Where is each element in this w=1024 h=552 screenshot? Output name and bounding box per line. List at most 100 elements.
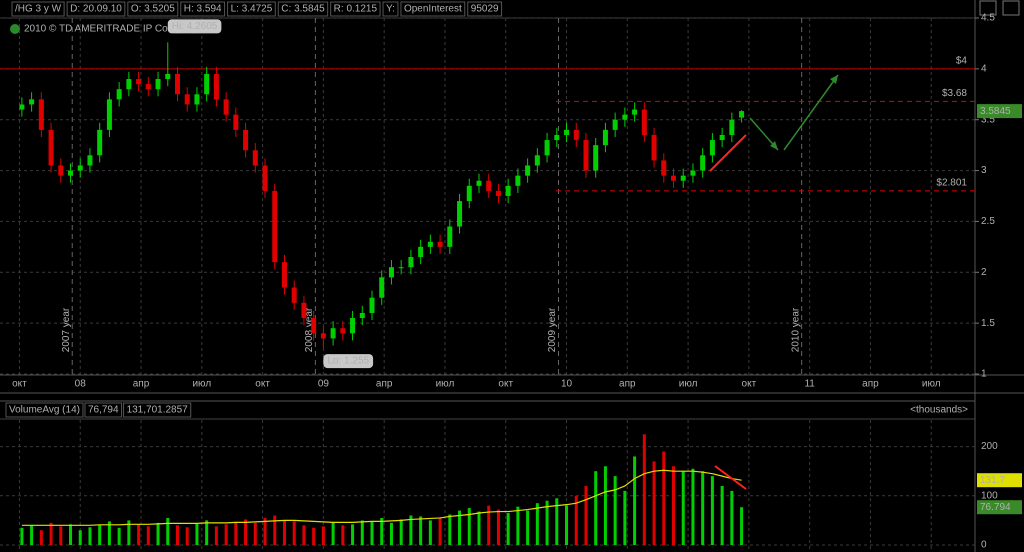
candle-body	[320, 333, 326, 339]
volume-bar	[360, 520, 364, 545]
x-tick-label: 11	[804, 379, 815, 390]
candle-body	[583, 140, 589, 171]
header-item: C: 3.5845	[281, 4, 325, 15]
y-tick-label: 1.5	[981, 318, 995, 329]
candle-body	[515, 175, 521, 186]
header-box	[180, 1, 226, 17]
volume-bar	[292, 521, 296, 545]
candle-body	[359, 312, 365, 319]
year-label: 2010 year	[790, 307, 801, 352]
copyright: 2010 © TD AMERITRADE IP Company, Inc.	[24, 24, 219, 35]
candle-body	[174, 73, 180, 95]
volume-bar	[370, 521, 374, 545]
header-item: D: 20.09.10	[70, 4, 122, 15]
volume-bar	[20, 527, 24, 545]
arrow-head	[830, 75, 838, 84]
volume-average-line	[21, 469, 742, 526]
candle-body	[573, 129, 579, 141]
volume-bar	[526, 510, 530, 545]
volume-bar	[117, 527, 121, 545]
volume-bar	[487, 505, 491, 545]
header-item: OpenInterest	[404, 4, 462, 15]
header-box	[400, 1, 466, 17]
candle-body	[466, 185, 472, 202]
x-tick-label: 10	[561, 379, 573, 390]
volume-bar	[341, 525, 345, 545]
x-tick-label: июл	[436, 379, 455, 390]
candle-body	[116, 89, 122, 100]
volume-bar	[603, 466, 607, 545]
header-box	[467, 1, 503, 17]
candle-body	[58, 165, 64, 176]
candle-body	[505, 185, 511, 196]
volume-bar	[399, 519, 403, 545]
volume-bar	[263, 517, 267, 545]
candle-body	[427, 241, 433, 247]
x-tick-label: окт	[498, 379, 513, 390]
logo-icon	[10, 24, 20, 34]
volume-bar	[701, 471, 705, 545]
trend-line	[714, 465, 747, 490]
x-tick-label: 08	[75, 379, 87, 390]
volume-bar	[49, 522, 53, 545]
volume-bar	[409, 515, 413, 545]
candle-body	[593, 145, 599, 171]
candle-body	[330, 328, 336, 339]
candle-body	[437, 241, 443, 247]
volume-bar	[623, 490, 627, 545]
x-tick-label: апр	[619, 379, 636, 390]
study-header: 76,794	[88, 405, 119, 416]
candle-body	[388, 267, 394, 278]
axis-tag-label: 76.794	[980, 502, 1011, 513]
candle-body	[476, 180, 482, 186]
volume-bar	[195, 523, 199, 545]
extreme-tag	[167, 19, 222, 34]
volume-bar	[98, 525, 102, 545]
candle-body	[379, 277, 385, 298]
candle-body	[418, 246, 424, 258]
candle-body	[495, 190, 501, 196]
candle-body	[564, 129, 570, 135]
candle-body	[729, 119, 735, 135]
y-tick-label: 2	[981, 267, 987, 278]
volume-bar	[175, 525, 179, 545]
candle-body	[612, 119, 618, 130]
volume-bar	[282, 520, 286, 545]
x-tick-label: 09	[318, 379, 330, 390]
volume-bar	[273, 515, 277, 545]
volume-bar	[88, 527, 92, 545]
header-box	[11, 1, 65, 17]
volume-bar	[331, 522, 335, 545]
candle-body	[447, 226, 453, 247]
header-item: O: 3.5205	[131, 4, 175, 15]
volume-bar	[681, 471, 685, 545]
candle-body	[632, 109, 638, 115]
study-header: VolumeAvg (14)	[9, 405, 80, 416]
y-tick-label: 2.5	[981, 216, 995, 227]
header-item: Y:	[386, 4, 395, 15]
candle-body	[534, 155, 540, 166]
candle-body	[554, 134, 560, 141]
y-tick-label: 200	[981, 441, 998, 452]
volume-bar	[458, 510, 462, 545]
candle-body	[281, 262, 287, 288]
y-tick-label: 4.5	[981, 13, 995, 24]
volume-bar	[78, 530, 82, 545]
candle-body	[602, 129, 608, 146]
volume-bar	[438, 517, 442, 545]
volume-bar	[234, 521, 238, 545]
volume-bar	[428, 520, 432, 545]
candle-body	[350, 318, 356, 334]
volume-bar	[633, 456, 637, 545]
volume-bar	[321, 526, 325, 545]
tool-icon[interactable]	[1002, 0, 1020, 16]
volume-bar	[516, 506, 520, 545]
volume-bar	[389, 522, 393, 545]
x-tick-label: июл	[922, 379, 941, 390]
tool-icon[interactable]	[979, 0, 997, 16]
volume-bar	[69, 524, 73, 545]
y-tick-label: 3	[981, 165, 987, 176]
volume-bar	[730, 490, 734, 545]
